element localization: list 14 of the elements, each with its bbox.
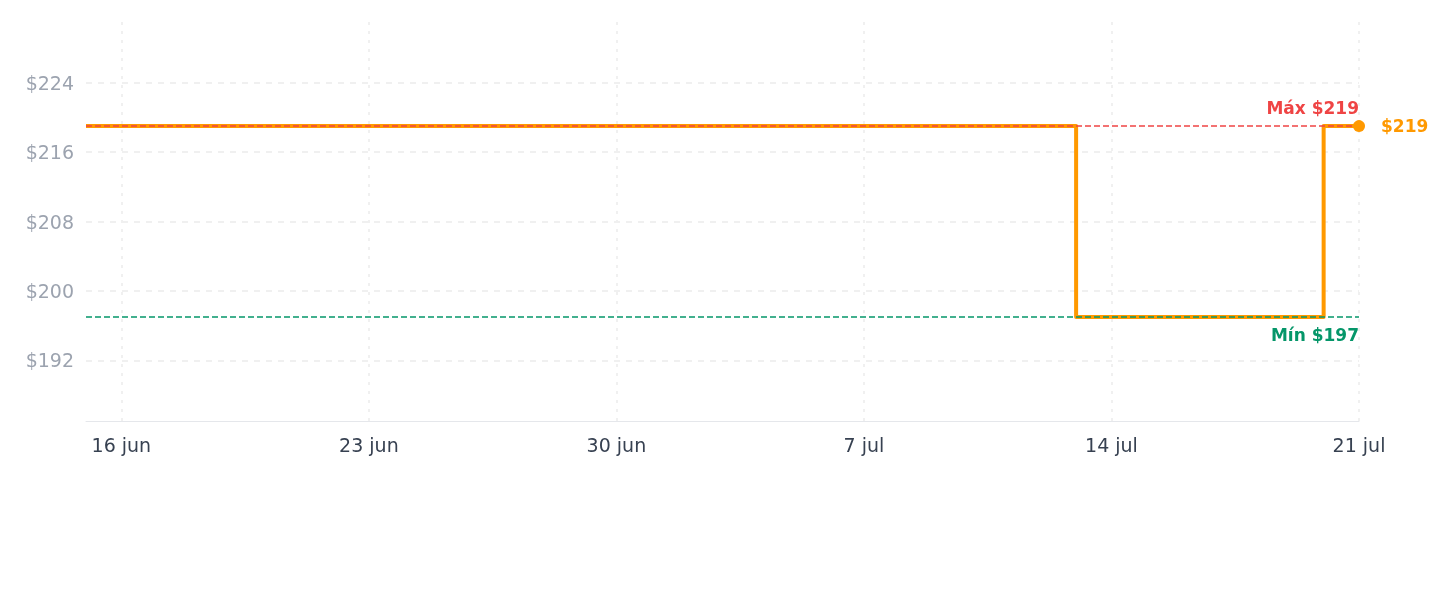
x-tick-label: 30 jun <box>586 433 647 456</box>
ref-line-label: Máx $219 <box>1266 97 1359 118</box>
x-tick-label: 14 jul <box>1085 433 1138 456</box>
y-tick-label: $192 <box>25 349 74 372</box>
y-tick-label: $216 <box>25 141 74 164</box>
y-tick-label: $224 <box>25 71 74 94</box>
y-tick-label: $200 <box>25 279 74 302</box>
x-tick-label: 23 jun <box>339 433 399 456</box>
y-tick-label: $208 <box>25 210 74 233</box>
x-tick-label: 16 jun <box>91 433 152 456</box>
annotation: $219 <box>1381 116 1429 137</box>
ref-line-label: Mín $197 <box>1270 325 1359 346</box>
x-tick-label: 21 jul <box>1332 433 1386 456</box>
x-tick-label: 7 jul <box>843 433 885 456</box>
